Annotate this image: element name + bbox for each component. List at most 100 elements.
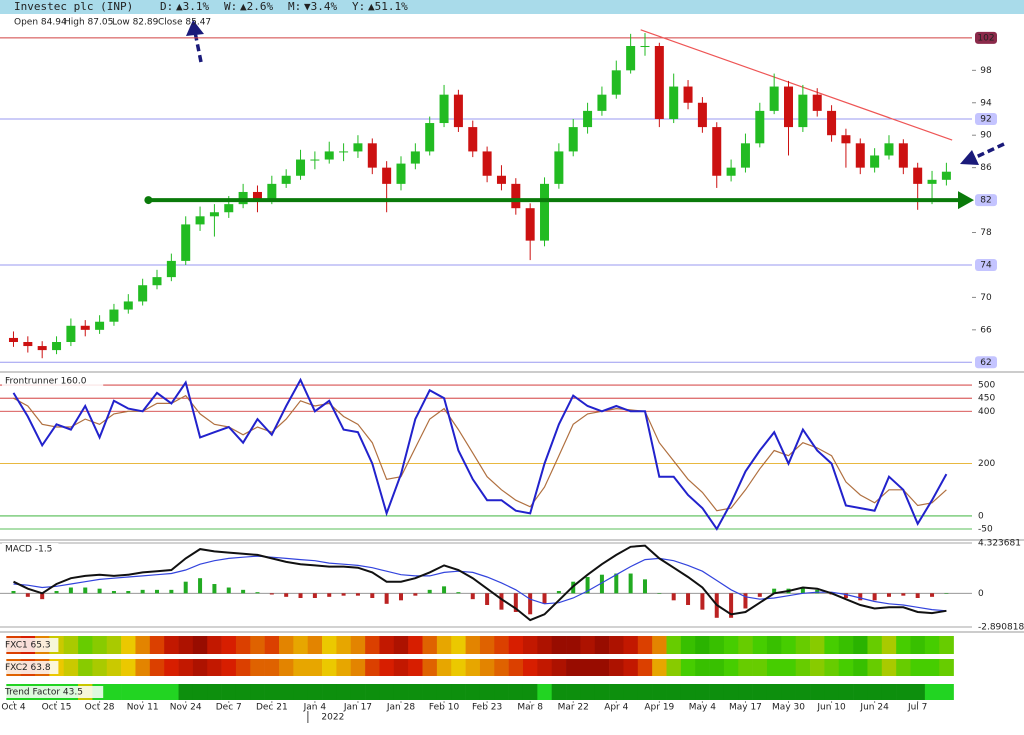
level-label-box — [975, 31, 997, 44]
histogram-bar — [355, 593, 360, 596]
x-tick-label: May 30 — [772, 703, 805, 713]
histogram-bar — [370, 593, 375, 598]
heat-cell — [322, 659, 337, 676]
heat-cell — [752, 659, 768, 676]
candle-body — [80, 325, 90, 330]
chart-title: Investec plc (INP) — [14, 0, 133, 13]
y-tick-label: 0 — [978, 589, 984, 599]
heat-cell — [781, 659, 796, 676]
histogram-bar — [657, 593, 662, 594]
heat-cell — [78, 659, 93, 676]
histogram-bar — [25, 593, 30, 597]
panel-label-box — [2, 375, 104, 387]
heat-cell — [838, 636, 854, 654]
header-bar — [0, 0, 1024, 14]
candle-body — [755, 110, 765, 144]
heat-cell — [537, 659, 552, 676]
heat-cell — [637, 636, 653, 654]
y-tick-label: 500 — [978, 381, 995, 391]
y-tick-label: 70 — [980, 293, 992, 303]
histogram-bar — [54, 591, 59, 594]
heat-cell — [365, 636, 380, 654]
candle-body — [181, 224, 191, 261]
arrow-head — [960, 150, 979, 165]
heat-cell — [336, 659, 352, 676]
candle-body — [669, 86, 679, 119]
heat-cell — [910, 684, 926, 700]
heat-cell — [709, 636, 725, 654]
y-tick-label: 4.323681 — [978, 538, 1021, 548]
heat-cell — [235, 636, 251, 654]
heat-cell — [508, 684, 524, 700]
y-tick-label: 62 — [980, 358, 991, 368]
histogram-bar — [413, 593, 418, 596]
heat-cell — [709, 659, 725, 676]
histogram-bar — [542, 593, 547, 604]
heat-cell — [537, 684, 552, 700]
heat-cell — [178, 659, 194, 676]
heat-cell — [192, 684, 208, 700]
heat-cell — [652, 636, 667, 654]
annotation-arrows — [186, 20, 1005, 165]
heat-cell — [307, 684, 323, 700]
heat-cell — [121, 684, 136, 700]
heat-cell — [494, 659, 509, 676]
candle-body — [827, 110, 837, 136]
candle-body — [798, 94, 808, 128]
x-tick-label: Jan 4 — [303, 703, 327, 713]
heat-cell — [192, 636, 208, 654]
heat-cell — [623, 684, 639, 700]
heat-cell — [106, 684, 122, 700]
heat-cell — [465, 659, 481, 676]
y-tick-label: -50 — [978, 525, 993, 535]
change-value: ▲3.1% — [176, 0, 209, 13]
row-label-box — [2, 686, 104, 698]
heat-cell — [135, 659, 151, 676]
candle-body — [568, 127, 578, 152]
heat-cell — [135, 636, 151, 654]
heat-cell — [508, 659, 524, 676]
heat-cell — [939, 659, 954, 676]
y-tick-label: 92 — [980, 114, 991, 124]
heat-cell — [106, 659, 122, 676]
histogram-bar — [930, 593, 935, 597]
candle-body — [697, 102, 707, 128]
heat-cell — [307, 659, 323, 676]
series-line — [13, 555, 947, 612]
heat-cell — [695, 636, 710, 654]
y-tick-label: 450 — [978, 394, 995, 404]
heat-cell — [680, 659, 696, 676]
heat-cell — [149, 636, 165, 654]
candle-body — [23, 341, 33, 347]
heat-cell — [178, 684, 194, 700]
candle-body — [913, 167, 923, 184]
candle-body — [453, 94, 463, 128]
arrow — [193, 31, 203, 63]
candle-body — [152, 277, 162, 286]
heat-cell — [824, 684, 840, 700]
x-tick-label: Feb 10 — [429, 703, 460, 713]
y-tick-label: 78 — [980, 228, 992, 238]
candle-body — [95, 321, 105, 330]
histogram-bar — [255, 592, 260, 594]
candle-body — [769, 86, 779, 111]
heat-cell — [336, 636, 352, 654]
histogram-bar — [585, 577, 590, 594]
y-tick-label: 86 — [980, 163, 992, 173]
heat-cell — [867, 684, 883, 700]
heat-cell — [637, 659, 653, 676]
candle-body — [52, 341, 62, 351]
histogram-bar — [915, 593, 920, 598]
heat-cell — [853, 636, 868, 654]
histogram-bar — [427, 589, 432, 594]
candle-body — [482, 151, 492, 176]
x-tick-label: May 4 — [689, 703, 716, 713]
heat-cell — [551, 659, 567, 676]
y-tick-label: 102 — [977, 33, 994, 43]
heat-cell — [393, 659, 409, 676]
heat-cell — [63, 636, 79, 654]
heat-cell — [924, 684, 940, 700]
heat-cell — [896, 684, 911, 700]
histogram-bar — [843, 593, 848, 598]
